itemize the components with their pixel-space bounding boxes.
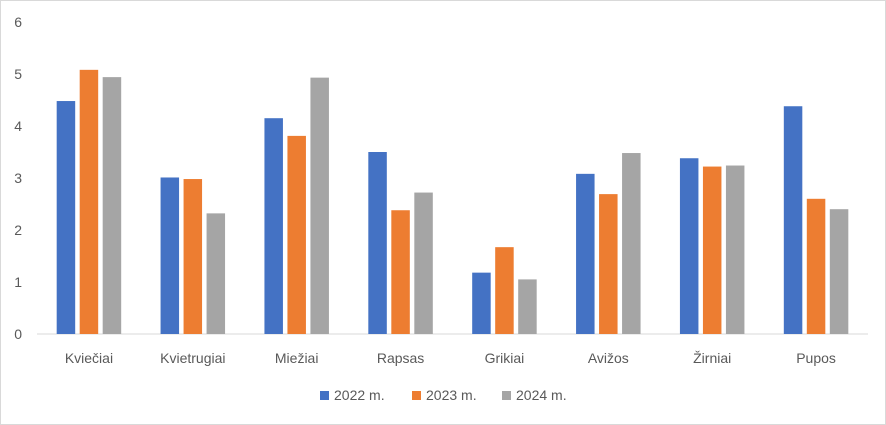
bar-1-2 xyxy=(160,177,180,334)
bar-2-6 xyxy=(599,194,618,334)
bar-2-5 xyxy=(495,247,514,334)
bar-2-1 xyxy=(79,69,99,334)
bar-3-6 xyxy=(622,153,641,334)
bar-2-8 xyxy=(806,198,826,334)
bar-3-3 xyxy=(310,77,329,334)
x-tick-label: Avižos xyxy=(588,350,629,366)
bar-2-4 xyxy=(391,210,410,334)
x-axis-ticks: Kviečiai Kvietrugiai Miežiai Rapsas Grikiai A… xyxy=(65,350,836,366)
legend-label-1: 2022 m. xyxy=(334,387,385,403)
bar-1-8 xyxy=(783,106,803,335)
x-tick-label: Miežiai xyxy=(275,350,319,366)
bar-3-4 xyxy=(414,192,433,334)
bar-3-8 xyxy=(829,209,849,334)
legend-label-2: 2023 m. xyxy=(426,387,477,403)
bar-2-3 xyxy=(287,135,306,334)
y-tick-label: 2 xyxy=(14,222,22,238)
y-tick-label: 6 xyxy=(14,14,22,30)
bars xyxy=(56,69,849,335)
bar-1-3 xyxy=(264,118,283,334)
y-tick-label: 1 xyxy=(14,274,22,290)
y-tick-label: 3 xyxy=(14,170,22,186)
x-tick-label: Rapsas xyxy=(377,350,424,366)
legend-swatch-2 xyxy=(412,391,421,400)
bar-1-6 xyxy=(576,173,595,334)
bar-2-7 xyxy=(702,166,722,334)
bar-1-5 xyxy=(472,272,491,334)
y-axis-ticks: 0 1 2 3 4 5 6 xyxy=(14,14,22,342)
x-tick-label: Kvietrugiai xyxy=(160,350,225,366)
x-tick-label: Kviečiai xyxy=(65,350,113,366)
bar-3-2 xyxy=(206,213,226,334)
legend: 2022 m. 2023 m. 2024 m. xyxy=(320,387,567,403)
legend-swatch-3 xyxy=(502,391,511,400)
bar-1-4 xyxy=(368,152,387,334)
y-tick-label: 4 xyxy=(14,118,22,134)
bar-1-1 xyxy=(56,101,76,334)
y-tick-label: 0 xyxy=(14,326,22,342)
legend-label-3: 2024 m. xyxy=(516,387,567,403)
bar-3-1 xyxy=(102,77,122,335)
x-tick-label: Grikiai xyxy=(485,350,525,366)
legend-swatch-1 xyxy=(320,391,329,400)
x-tick-label: Pupos xyxy=(796,350,836,366)
bar-1-7 xyxy=(679,158,699,334)
bar-3-5 xyxy=(518,279,537,334)
bar-2-2 xyxy=(183,179,203,334)
bar-3-7 xyxy=(725,165,745,334)
y-tick-label: 5 xyxy=(14,66,22,82)
x-tick-label: Žirniai xyxy=(693,350,731,366)
